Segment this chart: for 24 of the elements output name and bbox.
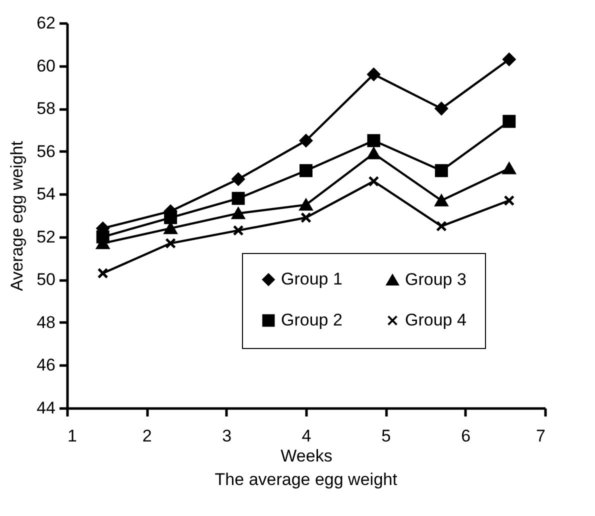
y-tick-label: 56 [36, 142, 56, 161]
y-tick-label: 50 [36, 270, 56, 290]
legend-label: Group 3 [405, 270, 466, 289]
y-tick-label: 62 [36, 14, 56, 32]
y-axis-title: Average egg weight [8, 140, 27, 291]
legend-label: Group 4 [405, 310, 466, 330]
y-tick-label: 52 [36, 227, 56, 246]
text: The average egg weight [214, 470, 398, 489]
x-tick-label: 7 [536, 426, 546, 446]
y-tick-label: 46 [36, 356, 56, 375]
y-tick-label: 54 [36, 184, 56, 204]
x-axis-title: Weeks [280, 446, 332, 466]
y-tick-label: 60 [36, 56, 56, 76]
x-tick-label: 4 [302, 426, 312, 446]
x-tick-label: 6 [461, 426, 471, 446]
legend-label: Group 1 [281, 270, 342, 289]
y-tick-label: 58 [36, 99, 56, 118]
y-tick-label: 48 [36, 312, 56, 332]
x-tick-label: 2 [142, 426, 152, 446]
y-tick-label: 44 [36, 398, 56, 418]
x-tick-label: 3 [222, 426, 232, 446]
x-tick-label: 5 [381, 426, 391, 446]
x-tick-label: 1 [68, 426, 77, 446]
legend-label: Group 2 [281, 310, 342, 330]
